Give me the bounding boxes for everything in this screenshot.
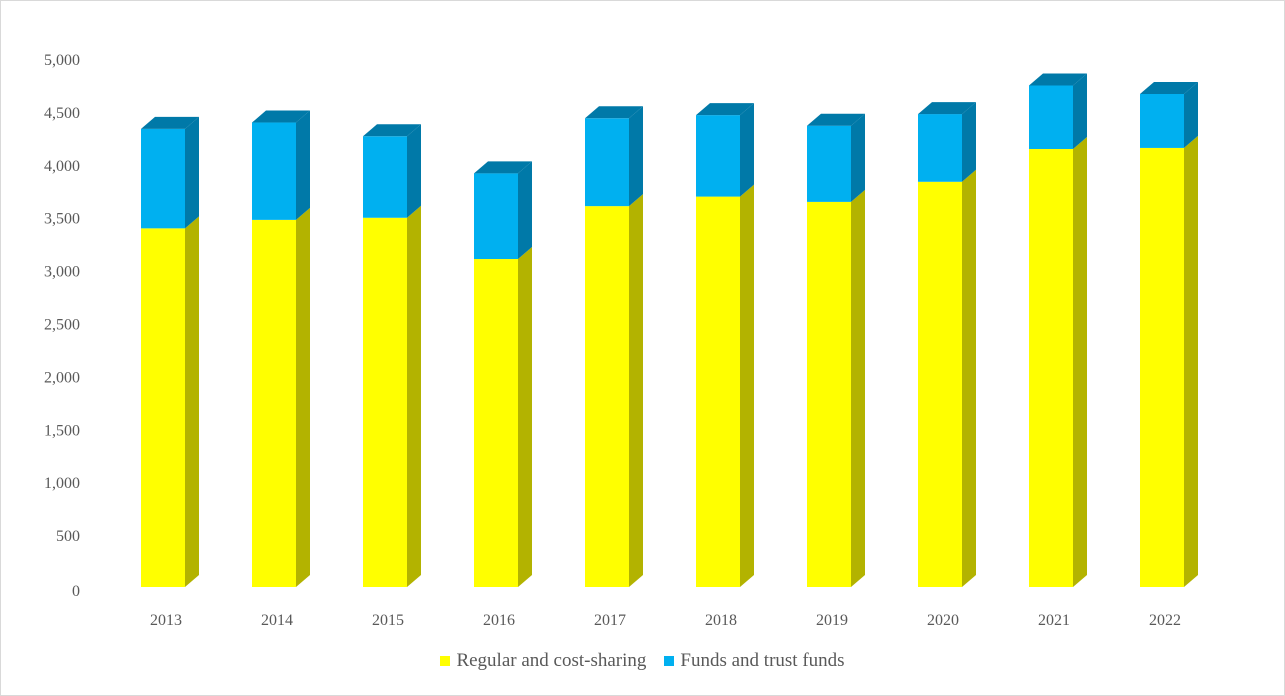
bar-side-regular: [518, 247, 532, 587]
bar-side-regular: [296, 207, 310, 587]
y-tick-label: 4,000: [44, 158, 80, 175]
y-tick-label: 3,500: [44, 211, 80, 228]
bar-regular: [252, 219, 296, 587]
bar-group-2014: [252, 110, 310, 587]
bar-side-funds: [518, 161, 532, 260]
x-tick-label: 2022: [1149, 612, 1181, 629]
y-tick-label: 0: [72, 583, 80, 600]
legend-item-regular: Regular and cost-sharing: [440, 650, 646, 672]
legend-item-funds: Funds and trust funds: [664, 650, 845, 672]
bar-regular: [1029, 148, 1073, 587]
bar-side-regular: [851, 189, 865, 587]
legend-swatch-regular: [440, 656, 451, 666]
bar-group-2013: [141, 116, 199, 587]
bar-funds: [252, 122, 296, 220]
bar-group-2018: [696, 103, 754, 587]
y-tick-label: 5,000: [44, 52, 80, 69]
bar-funds: [696, 115, 740, 197]
bar-top-funds: [696, 103, 754, 116]
bar-funds: [474, 173, 518, 260]
legend-label-regular: Regular and cost-sharing: [456, 650, 647, 671]
x-tick-label: 2021: [1038, 612, 1070, 629]
bar-funds: [585, 118, 629, 207]
y-tick-label: 500: [56, 528, 80, 545]
x-tick-label: 2020: [927, 612, 959, 629]
bar-regular: [363, 217, 407, 587]
bar-side-funds: [740, 103, 754, 197]
bar-top-funds: [474, 161, 532, 174]
bar-regular: [918, 181, 962, 587]
x-tick-label: 2018: [705, 612, 737, 629]
bar-funds: [1029, 85, 1073, 149]
bar-side-funds: [629, 106, 643, 207]
y-tick-label: 1,500: [44, 422, 80, 439]
bar-top-funds: [252, 110, 310, 123]
bar-group-2015: [363, 124, 421, 587]
legend: Regular and cost-sharing Funds and trust…: [0, 650, 1285, 672]
bar-side-funds: [1184, 81, 1198, 148]
bar-side-regular: [629, 194, 643, 587]
bar-side-funds: [407, 124, 421, 218]
legend-label-funds: Funds and trust funds: [680, 650, 845, 671]
bar-group-2022: [1140, 81, 1198, 587]
x-tick-label: 2019: [816, 612, 848, 629]
bar-top-funds: [1140, 81, 1198, 94]
legend-swatch-funds: [664, 656, 675, 666]
bar-top-funds: [585, 106, 643, 119]
bar-funds: [1140, 93, 1184, 148]
bar-regular: [585, 206, 629, 587]
bar-group-2021: [1029, 73, 1087, 587]
bar-side-regular: [740, 184, 754, 587]
bar-side-regular: [407, 205, 421, 587]
bar-group-2019: [807, 113, 865, 587]
bar-side-funds: [851, 113, 865, 202]
x-tick-label: 2014: [261, 612, 293, 629]
bar-regular: [807, 201, 851, 587]
bar-funds: [918, 114, 962, 182]
bar-group-2020: [918, 102, 976, 587]
x-tick-label: 2013: [150, 612, 182, 629]
y-tick-label: 2,500: [44, 317, 80, 334]
bar-regular: [474, 259, 518, 587]
y-tick-label: 2,000: [44, 369, 80, 386]
bar-regular: [141, 228, 185, 587]
bar-group-2016: [474, 161, 532, 587]
bar-side-funds: [962, 102, 976, 182]
bar-funds: [363, 136, 407, 218]
x-tick-label: 2016: [483, 612, 515, 629]
y-tick-label: 3,000: [44, 264, 80, 281]
bar-funds: [807, 125, 851, 202]
x-tick-label: 2017: [594, 612, 626, 629]
bar-top-funds: [918, 102, 976, 115]
bar-side-regular: [1073, 136, 1087, 587]
bar-top-funds: [141, 116, 199, 129]
bar-regular: [696, 196, 740, 587]
bar-top-funds: [807, 113, 865, 126]
bar-regular: [1140, 147, 1184, 587]
bar-side-regular: [1184, 135, 1198, 587]
bar-top-funds: [1029, 73, 1087, 86]
bar-side-regular: [962, 169, 976, 587]
y-tick-label: 4,500: [44, 105, 80, 122]
bar-side-funds: [185, 116, 199, 229]
bar-funds: [141, 128, 185, 229]
bar-side-regular: [185, 216, 199, 587]
x-tick-label: 2015: [372, 612, 404, 629]
bar-side-funds: [1073, 73, 1087, 149]
bar-group-2017: [585, 106, 643, 587]
bar-side-funds: [296, 110, 310, 220]
bar-top-funds: [363, 124, 421, 137]
y-tick-label: 1,000: [44, 475, 80, 492]
